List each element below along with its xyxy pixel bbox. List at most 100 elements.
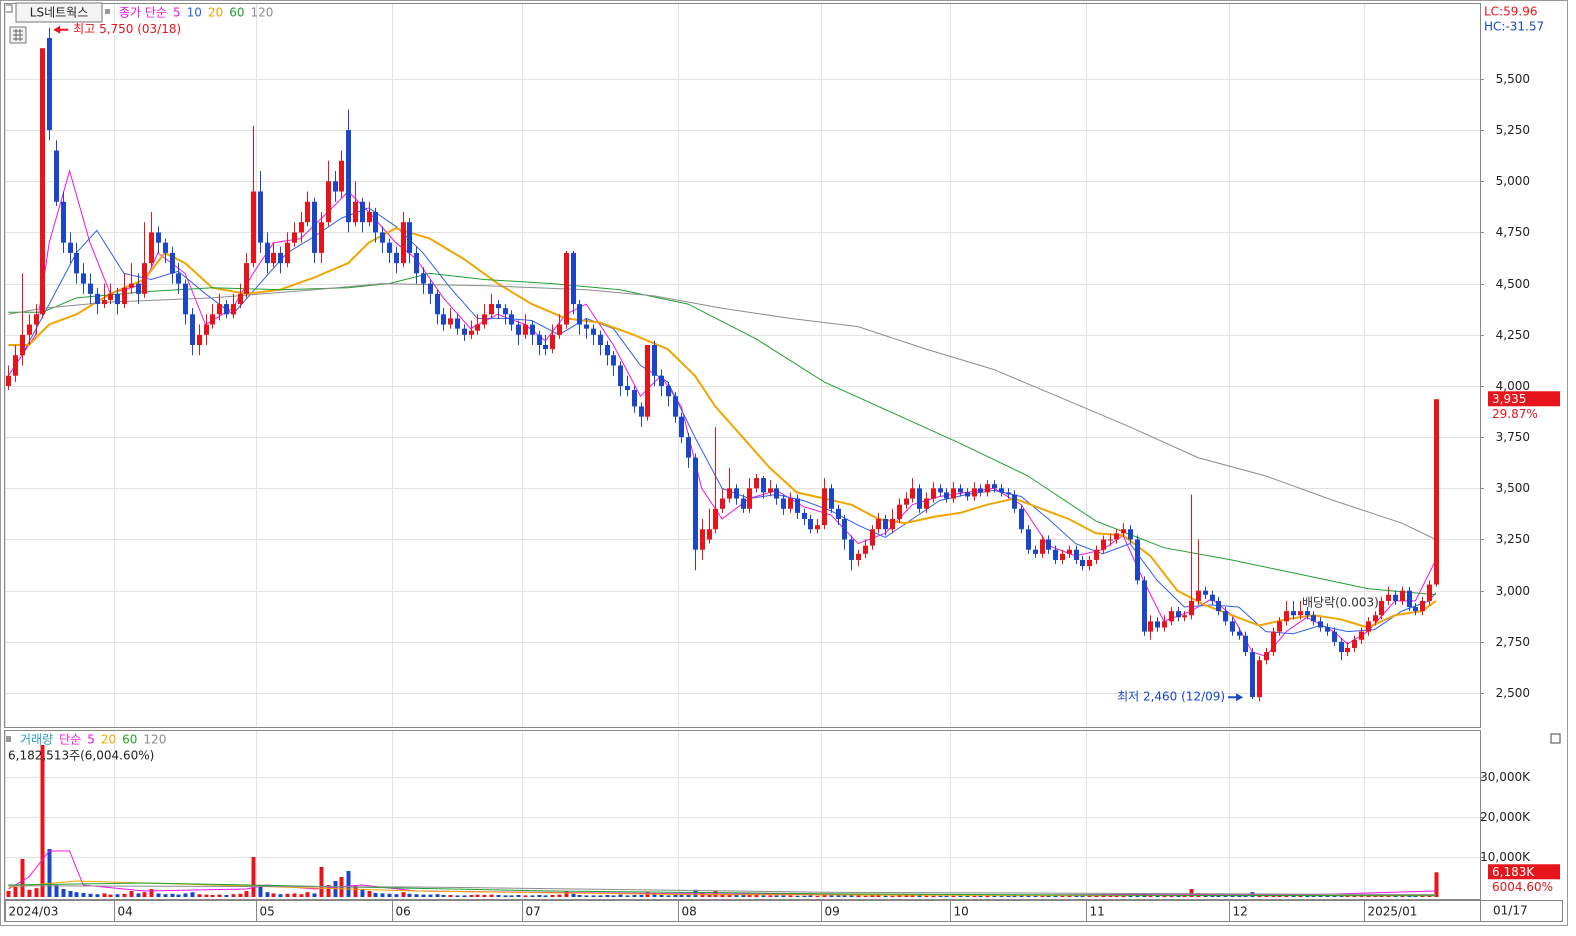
last-price-box [1488, 391, 1560, 407]
low-arrow [1228, 693, 1244, 702]
volume-bar [883, 895, 888, 897]
volume-bar [516, 895, 521, 897]
candle-body [421, 273, 426, 284]
candle-body [1434, 399, 1439, 585]
volume-bar [788, 895, 793, 897]
volume-bar [1080, 895, 1085, 897]
dividend-annotation: 배당락(0.003) [1302, 596, 1379, 610]
candle-body [367, 211, 372, 223]
candle-body [509, 314, 514, 325]
legend-entry: 5 [87, 733, 95, 747]
x-tick-label: 10 [954, 905, 969, 919]
candle-body [829, 488, 834, 509]
candle-body [917, 488, 922, 509]
y-tick-label: 2,500 [1496, 686, 1530, 700]
candle-body [584, 324, 589, 329]
volume-bar [1420, 895, 1425, 897]
volume-bar [421, 894, 426, 897]
candle-body [54, 150, 59, 202]
candle-body [339, 160, 344, 192]
volume-bar [870, 895, 875, 897]
candle-body [904, 498, 909, 505]
volume-bar [645, 892, 650, 897]
volume-bar [1155, 895, 1160, 897]
legend-entry: 60 [122, 733, 137, 747]
candle-body [856, 553, 861, 560]
legend-title: 거래량 [20, 733, 53, 747]
candle-body [6, 375, 11, 386]
candle-body [972, 488, 977, 497]
volume-bar [999, 895, 1004, 897]
candle-body [441, 314, 446, 325]
candle-body [707, 529, 712, 540]
volume-bar [401, 892, 406, 897]
candle-body [496, 304, 501, 309]
volume-bar [1033, 895, 1038, 897]
volume-bar [910, 895, 915, 897]
last-volume: 6,183K [1492, 865, 1535, 879]
ticker[interactable]: LS네트웍스 [30, 6, 88, 20]
candle-body [1291, 611, 1296, 616]
ma-line [8, 272, 1436, 596]
x-tick-label: 2024/03 [9, 905, 59, 919]
volume-bar [204, 894, 209, 897]
candle-body [564, 252, 569, 325]
candle-body [20, 334, 25, 356]
candle-body [659, 375, 664, 386]
volume-bar [639, 895, 644, 897]
candle-body [380, 232, 385, 243]
volume-bar [1407, 895, 1412, 897]
candle-body [1060, 553, 1065, 560]
volume-bar [81, 893, 86, 897]
volume-bar [584, 895, 589, 897]
candle-body [1407, 590, 1412, 608]
volume-bar [299, 894, 304, 897]
candle-body [1189, 600, 1194, 616]
y-tick-label: 3,250 [1496, 532, 1530, 546]
volume-bar [441, 895, 446, 897]
candle-body [1114, 533, 1119, 540]
candle-body [1250, 652, 1255, 698]
candle-body [836, 508, 841, 520]
candle-body [734, 488, 739, 499]
candle-body [129, 283, 134, 288]
x-tick-label: 09 [825, 905, 840, 919]
volume-bar [829, 895, 834, 897]
volume-bar [1060, 895, 1065, 897]
candle-body [333, 181, 338, 192]
volume-bar [1019, 895, 1024, 897]
panel-icon[interactable] [4, 4, 13, 13]
candle-body [1196, 590, 1201, 601]
legend-entry: 120 [143, 733, 166, 747]
volume-bar [224, 895, 229, 897]
volume-bar [747, 894, 752, 897]
candle-body [278, 252, 283, 264]
labels: 2024/03 04 05 06 07 08 09 10 11 12 2025/01 2,500 2,7… [5, 6, 1560, 921]
candle-body [387, 242, 392, 253]
volume-bar [605, 895, 610, 897]
volume-bar [543, 895, 548, 897]
y-tick-label: 4,250 [1496, 328, 1530, 342]
y-tick-label: 5,250 [1496, 123, 1530, 137]
ticker-button[interactable] [15, 2, 103, 23]
volume-bar [965, 895, 970, 897]
volume-bar [972, 895, 977, 897]
volume-bar [40, 745, 45, 897]
candle-body [1257, 660, 1262, 698]
volume-bar [271, 893, 276, 897]
volume-bar [849, 894, 854, 897]
candle-body [1420, 600, 1425, 612]
volume-bar [1067, 895, 1072, 897]
candle-body [1148, 621, 1153, 632]
volume-bar [904, 895, 909, 897]
candle-body [176, 273, 181, 284]
volume-bar [27, 889, 32, 897]
volume-plot [5, 731, 1480, 899]
candle-body [1271, 631, 1276, 653]
candle-body [822, 488, 827, 526]
volume-bar [210, 895, 215, 897]
panel-close[interactable] [1550, 733, 1561, 744]
volume-ratio: 6004.60% [1492, 880, 1553, 894]
candle-body [251, 191, 256, 264]
y-tick-label: 3,750 [1496, 430, 1530, 444]
